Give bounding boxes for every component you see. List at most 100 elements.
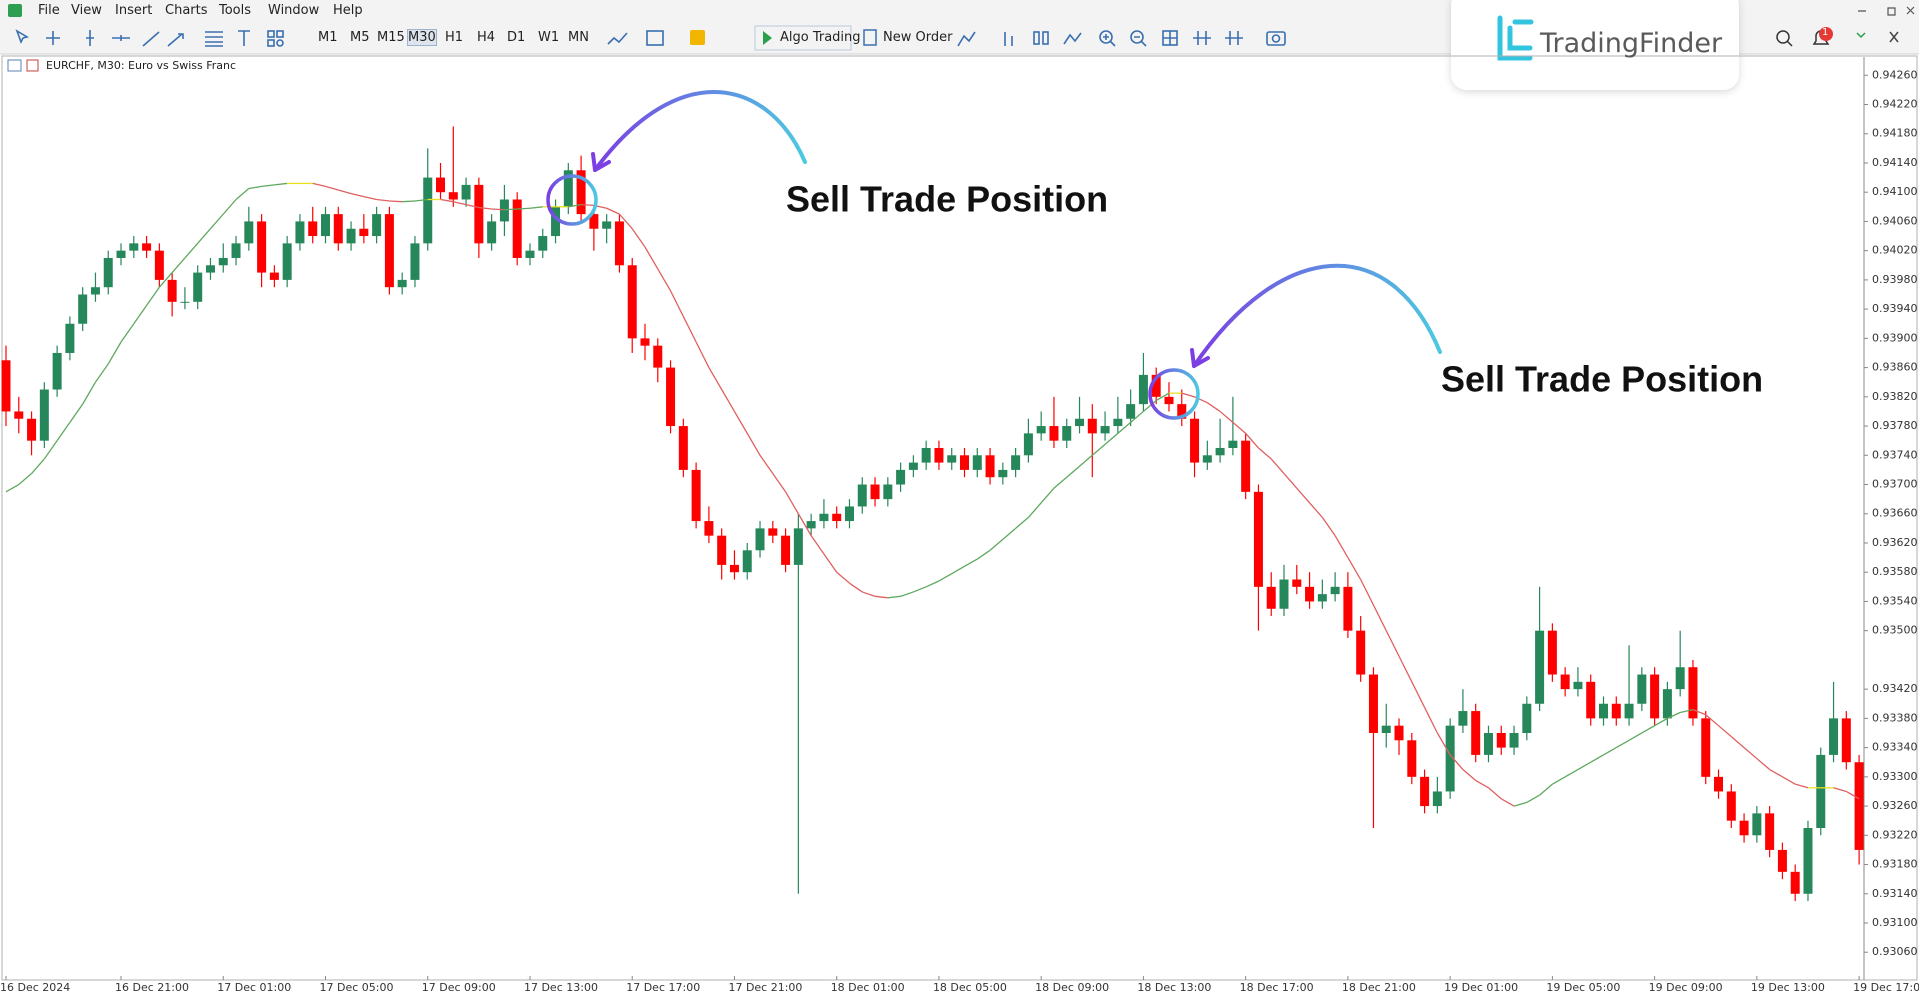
candle-body xyxy=(1445,725,1455,792)
timeframe[interactable]: W1 xyxy=(538,30,560,45)
timeframe[interactable]: H1 xyxy=(445,30,464,45)
menu-item[interactable]: Tools xyxy=(219,3,252,18)
x-tick-label: 18 Dec 17:00 xyxy=(1240,981,1314,994)
candle-body xyxy=(321,214,330,237)
logo-icon xyxy=(1497,15,1534,61)
timeframe[interactable]: M1 xyxy=(318,30,338,45)
ma-segment xyxy=(1641,725,1655,734)
ma-segment xyxy=(1654,717,1668,727)
ma-segment xyxy=(529,206,543,209)
menu-item[interactable]: View xyxy=(71,3,102,18)
candle-body xyxy=(1509,732,1519,748)
candle-body xyxy=(448,192,458,200)
ma-segment xyxy=(862,591,876,597)
x-tick-label: 17 Dec 09:00 xyxy=(422,981,496,994)
x-tick-label: 18 Dec 21:00 xyxy=(1342,981,1416,994)
ma-segment xyxy=(31,458,45,474)
ma-segment xyxy=(1615,739,1630,749)
ma-segment xyxy=(759,454,774,474)
timeframe[interactable]: M15 xyxy=(377,30,405,45)
ma-segment xyxy=(1730,736,1745,749)
timeframe-active[interactable]: M30 xyxy=(407,29,437,46)
y-tick-label: 0.93060 xyxy=(1872,945,1918,958)
ma-segment xyxy=(1219,410,1234,423)
ma-segment xyxy=(695,341,710,368)
menu-item[interactable]: Help xyxy=(333,3,363,18)
candle-body xyxy=(691,469,701,522)
candle-body xyxy=(1739,820,1749,836)
candle-body xyxy=(653,345,663,368)
ma-segment xyxy=(1155,392,1170,402)
timeframe[interactable]: H4 xyxy=(477,30,496,45)
y-tick-label: 0.93700 xyxy=(1872,478,1918,491)
window-controls[interactable] xyxy=(1858,6,1915,16)
ma-segment xyxy=(209,213,224,230)
ma-segment xyxy=(338,189,352,195)
ma-segment xyxy=(222,199,237,215)
candle-body xyxy=(512,199,522,258)
candle-body xyxy=(487,221,497,244)
menu-item[interactable]: Insert xyxy=(115,3,153,18)
candle-body xyxy=(129,243,139,251)
y-tick-label: 0.93140 xyxy=(1872,887,1918,900)
y-tick-label: 0.93860 xyxy=(1872,361,1918,374)
candle-body xyxy=(921,447,931,463)
ma-segment xyxy=(772,473,787,493)
ma-segment xyxy=(235,188,250,200)
ma-segment xyxy=(1833,787,1847,793)
ma-segment xyxy=(453,201,467,206)
close-icon[interactable] xyxy=(1889,31,1899,43)
annotation-label: Sell Trade Position xyxy=(1441,359,1763,400)
ma-segment xyxy=(1743,747,1758,760)
menu-item[interactable]: Charts xyxy=(165,3,208,18)
ma-segment xyxy=(1692,709,1706,716)
candle-body xyxy=(142,243,152,251)
ma-segment xyxy=(1040,487,1055,504)
candle-body xyxy=(474,184,484,244)
timeframe[interactable]: D1 xyxy=(507,30,526,45)
ma-segment xyxy=(951,565,965,575)
ma-segment xyxy=(1334,535,1349,558)
candle-body xyxy=(602,221,612,229)
ma-segment xyxy=(618,213,633,230)
x-tick-label: 17 Dec 17:00 xyxy=(626,981,700,994)
x-tick-label: 16 Dec 21:00 xyxy=(115,981,189,994)
ma-segment xyxy=(18,473,32,486)
new-order-button[interactable]: New Order xyxy=(883,30,953,45)
x-tick-label: 17 Dec 01:00 xyxy=(217,981,291,994)
y-tick-label: 0.93780 xyxy=(1872,419,1918,432)
dollar-icon xyxy=(690,30,705,45)
menu-item[interactable]: Window xyxy=(268,3,320,18)
candle-body xyxy=(1317,594,1327,602)
ma-segment xyxy=(836,571,850,584)
menu-item[interactable]: File xyxy=(38,3,60,18)
candle-body xyxy=(346,228,356,244)
x-tick-label: 18 Dec 05:00 xyxy=(933,981,1007,994)
ma-segment xyxy=(1539,783,1553,796)
x-tick-label: 17 Dec 05:00 xyxy=(320,981,394,994)
candle-body xyxy=(819,513,829,522)
candle-body xyxy=(1356,630,1366,675)
toolbar-icons xyxy=(15,29,1286,47)
candle-body xyxy=(1432,791,1442,807)
timeframe[interactable]: M5 xyxy=(350,30,370,45)
signal-icon[interactable] xyxy=(1856,32,1866,39)
ma-segment xyxy=(1628,732,1643,741)
candle-body xyxy=(1062,426,1072,441)
timeframe[interactable]: MN xyxy=(568,30,589,45)
ma-segment xyxy=(363,195,377,201)
ma-segment xyxy=(1782,776,1796,785)
ma-segment xyxy=(1309,502,1323,518)
candle-body xyxy=(1266,586,1276,609)
ma-segment xyxy=(1488,787,1502,800)
ma-segment xyxy=(1667,711,1681,719)
y-tick-label: 0.93580 xyxy=(1872,565,1918,578)
algo-trading-button[interactable]: Algo Trading xyxy=(780,30,861,45)
candle-body xyxy=(1011,455,1021,470)
candle-body xyxy=(1675,667,1685,690)
x-tick-label: 19 Dec 17:00 xyxy=(1853,981,1919,994)
search-icon[interactable] xyxy=(1776,30,1790,44)
menu-bar xyxy=(0,0,1919,22)
candle-body xyxy=(1573,681,1583,690)
candle-body xyxy=(410,243,420,280)
